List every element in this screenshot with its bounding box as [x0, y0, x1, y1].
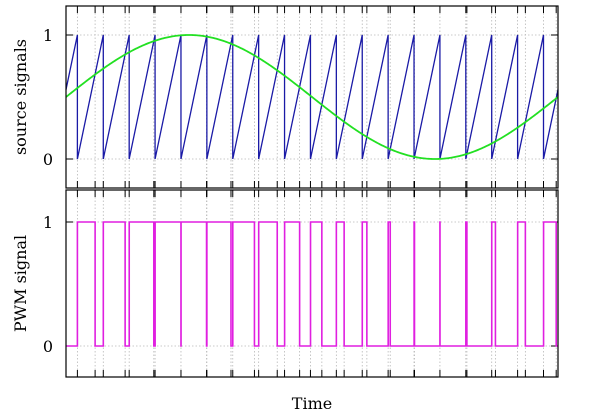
- top-ytick-1: 1: [43, 26, 53, 45]
- bottom-grid: [66, 190, 558, 377]
- top-ticks: [66, 6, 558, 188]
- carrier-sawtooth-line: [65, 34, 559, 160]
- source-signals-panel: 1 0 source signals: [11, 5, 559, 189]
- bottom-ylabel: PWM signal: [11, 235, 30, 332]
- bottom-ticks: [66, 190, 558, 377]
- pwm-signal-panel: 1 0 PWM signal Time: [11, 189, 559, 413]
- pwm-line: [66, 221, 558, 347]
- top-ylabel: source signals: [11, 39, 30, 155]
- x-axis-label: Time: [292, 394, 332, 413]
- reference-sine-line: [65, 34, 559, 160]
- top-plot-frame: [65, 5, 559, 189]
- bottom-ytick-0: 0: [43, 337, 53, 356]
- bottom-ytick-1: 1: [43, 213, 53, 232]
- top-ytick-0: 0: [43, 150, 53, 169]
- bottom-plot-frame: [65, 189, 559, 378]
